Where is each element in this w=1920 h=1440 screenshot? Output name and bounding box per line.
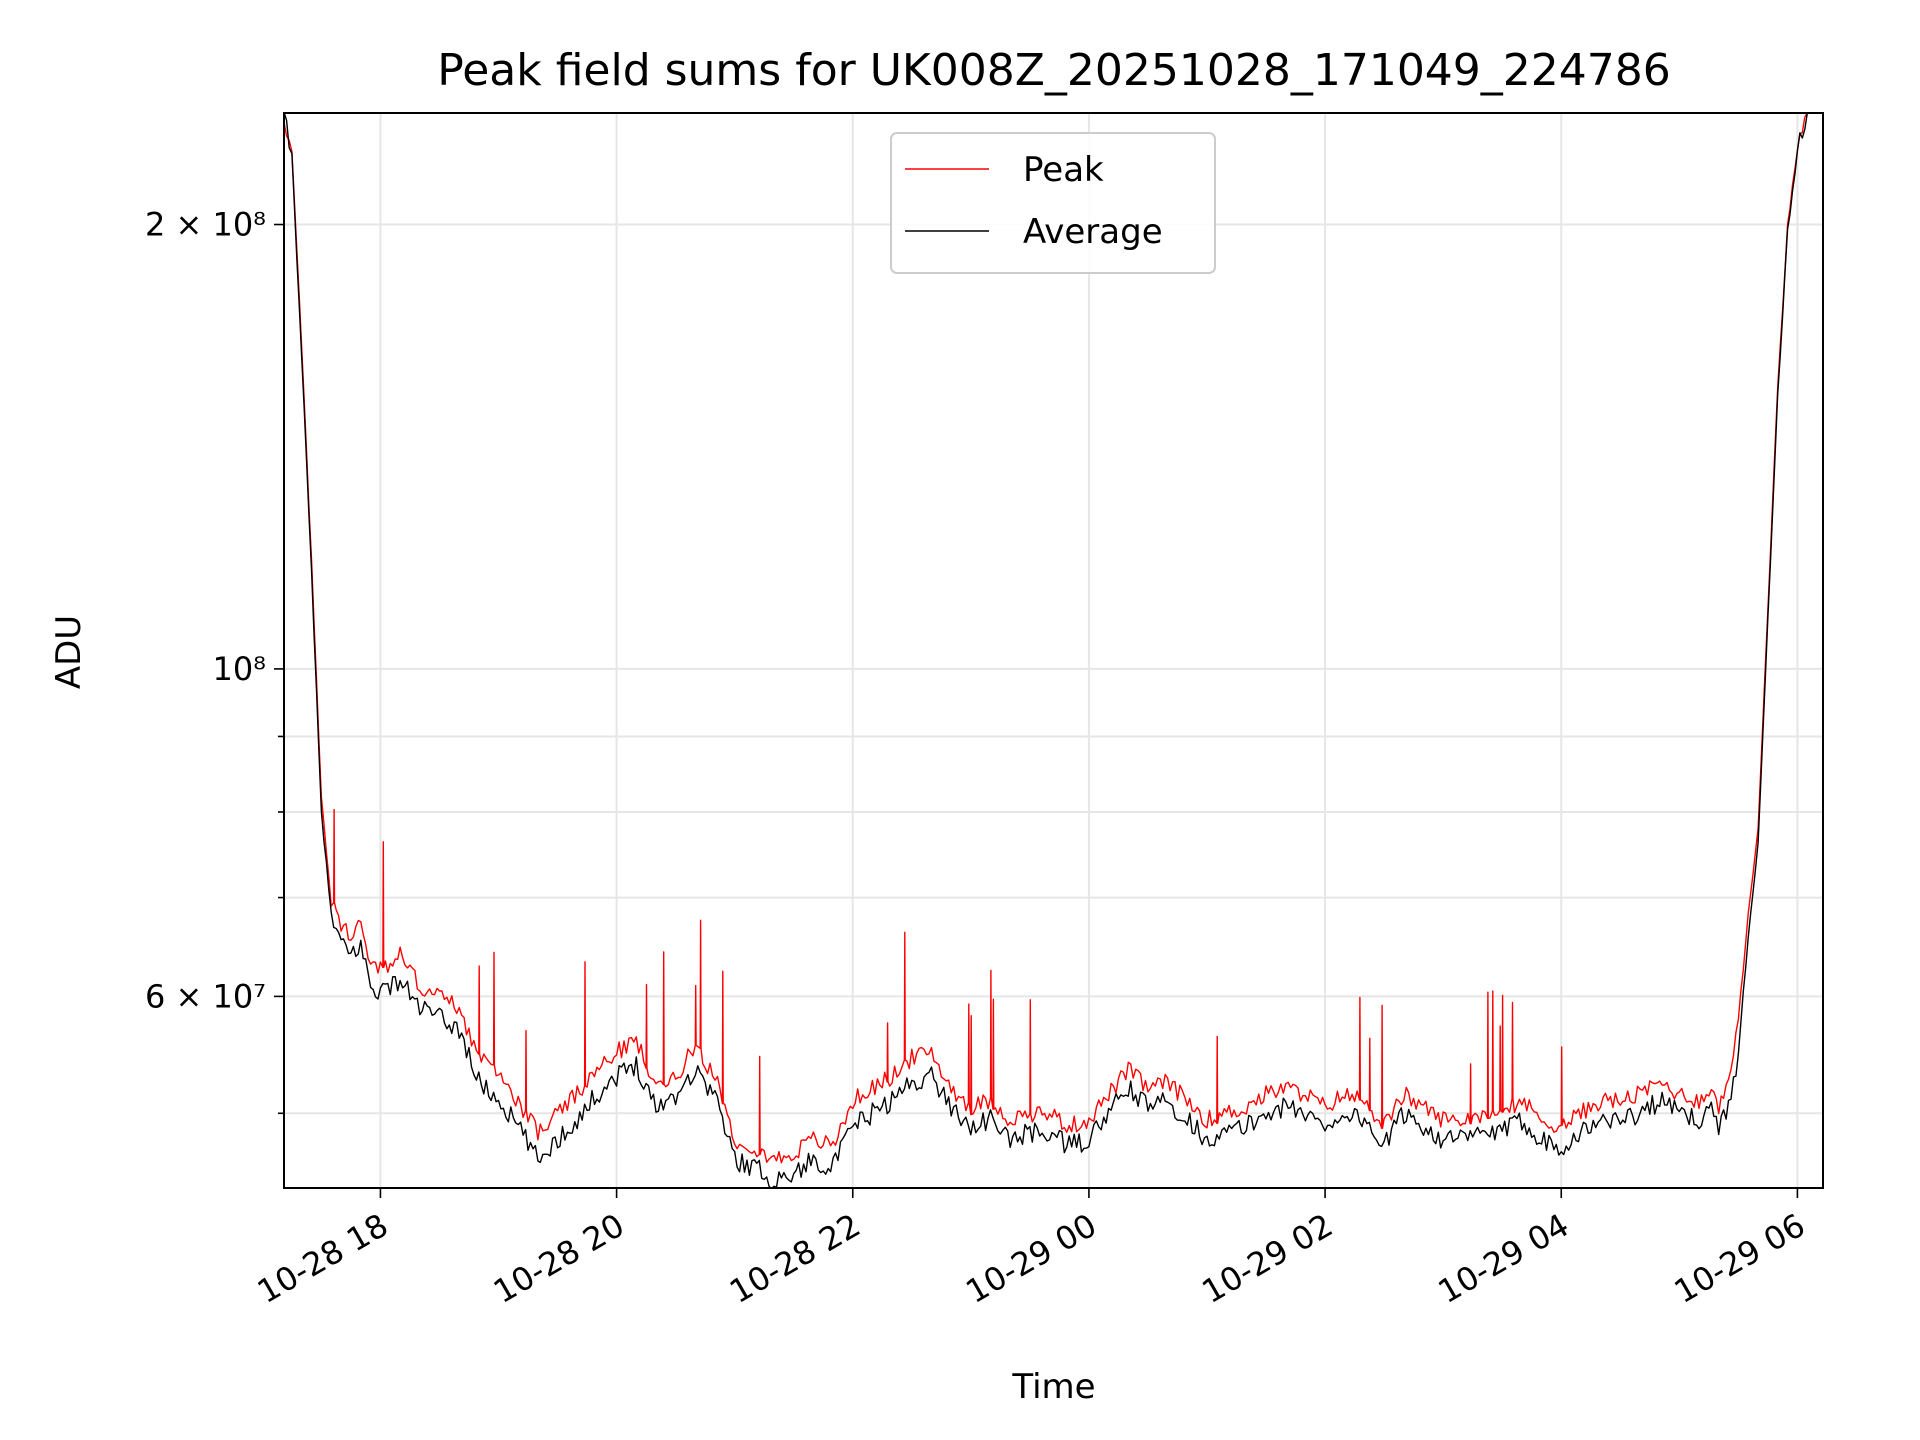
series-line-average bbox=[284, 113, 1808, 1188]
y-tick-label: 10⁸ bbox=[212, 650, 266, 688]
series-line-peak bbox=[284, 113, 1808, 1164]
chart-title: Peak field sums for UK008Z_20251028_1710… bbox=[437, 45, 1671, 96]
x-axis-label: Time bbox=[1011, 1367, 1095, 1407]
legend-label-average: Average bbox=[1023, 212, 1163, 252]
legend-box bbox=[890, 132, 1216, 274]
grid bbox=[284, 113, 1823, 1188]
series-layer bbox=[284, 113, 1808, 1188]
plot-frame bbox=[283, 112, 1824, 1189]
y-tick-label: 2 × 10⁸ bbox=[145, 206, 266, 244]
legend-label-peak: Peak bbox=[1023, 150, 1104, 190]
y-axis: 2 × 10⁸ 10⁸ 6 × 10⁷ bbox=[145, 206, 284, 1115]
y-axis-label: ADU bbox=[49, 615, 89, 689]
plot-area bbox=[284, 113, 1808, 1188]
y-tick-label: 6 × 10⁷ bbox=[145, 977, 266, 1015]
legend: Peak Average bbox=[890, 132, 1216, 274]
